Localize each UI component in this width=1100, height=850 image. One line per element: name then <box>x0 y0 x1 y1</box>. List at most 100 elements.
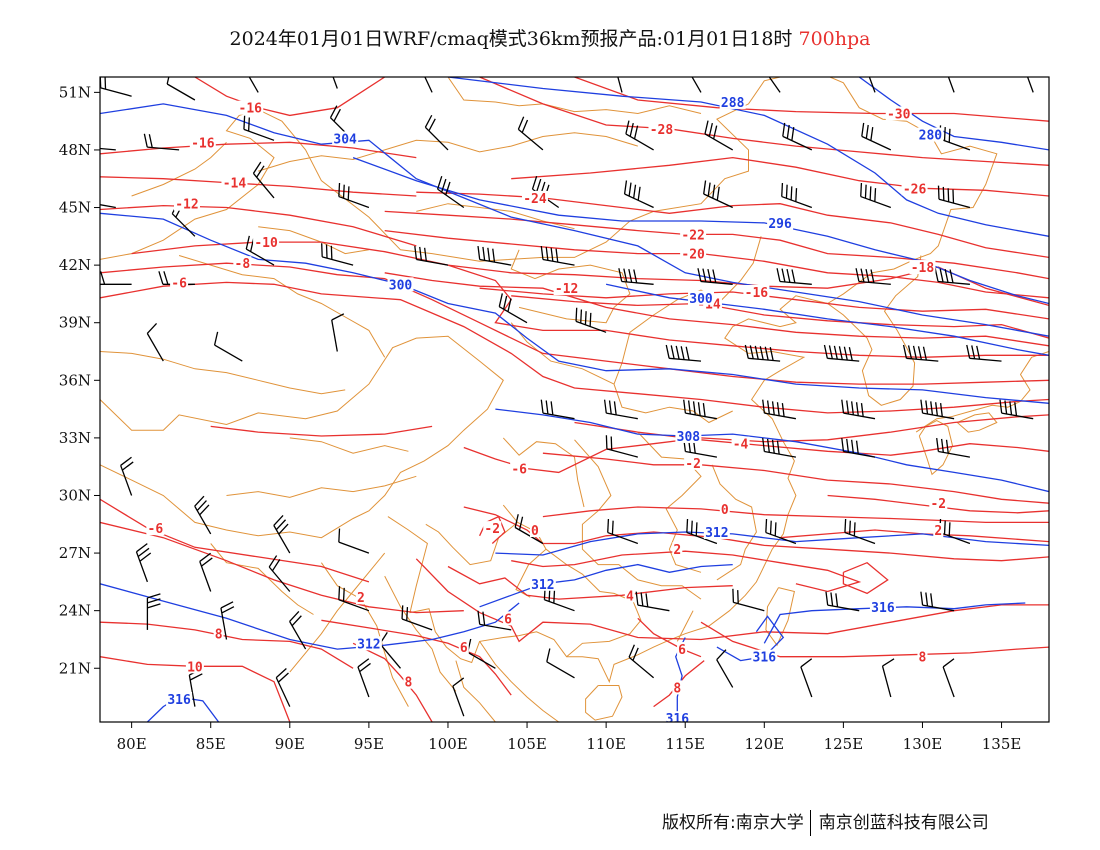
temperature-contour-label-bg <box>213 626 224 641</box>
wind-barb <box>275 667 291 707</box>
temperature-contour-label: 2 <box>673 543 681 558</box>
wind-barb <box>338 586 370 612</box>
height-contour-line <box>100 212 1049 404</box>
temperature-contour-label: -2 <box>930 497 946 512</box>
temperature-contour-label-bg <box>403 674 414 689</box>
wind-barb <box>697 268 733 285</box>
x-tick-label: 120E <box>745 735 785 753</box>
temperature-contour-label: 8 <box>919 651 927 666</box>
temperature-contour-label: -16 <box>745 286 769 301</box>
height-contour-label-bg <box>166 691 193 706</box>
height-contour-label: 280 <box>919 129 943 144</box>
border-line <box>827 255 922 406</box>
x-tick-label: 125E <box>824 735 864 753</box>
temperature-contour-label: 10 <box>187 660 203 675</box>
height-contour-label-bg <box>917 127 944 142</box>
wind-barb <box>762 399 797 420</box>
temperature-contour-label: 8 <box>405 676 413 691</box>
border-line <box>676 610 694 642</box>
wind-barb <box>424 114 449 151</box>
temperature-contour-label: 0 <box>531 524 539 539</box>
wind-barb <box>143 133 180 151</box>
height-contour-line <box>352 156 1049 305</box>
temperature-contour-line <box>100 176 417 197</box>
height-contour-line <box>495 531 1049 556</box>
wind-barb <box>966 344 1002 362</box>
border-line <box>289 552 386 673</box>
wind-barb <box>477 610 512 631</box>
temperature-contour-label: -6 <box>148 522 164 537</box>
temperature-contour-label-bg <box>189 135 216 150</box>
wind-barb <box>417 77 433 93</box>
wind-barb <box>665 344 702 362</box>
height-contour-line <box>479 563 733 608</box>
wind-barb <box>761 77 781 93</box>
title-text: 2024年01月01日WRF/cmaq模式36km预报产品:01月01日18时 <box>229 28 793 50</box>
temperature-contour-label-bg <box>529 523 540 538</box>
temperature-contour-label-bg <box>221 175 248 190</box>
height-contour-label: 308 <box>677 430 701 445</box>
temperature-contour-line <box>463 506 1049 562</box>
wind-barb <box>514 514 544 545</box>
temperature-contour-label-bg <box>743 285 770 299</box>
border-line <box>258 132 638 172</box>
height-contour-label-bg <box>751 649 778 664</box>
wind-barb <box>920 591 955 612</box>
temperature-contour-line <box>447 565 733 600</box>
temperature-contour-label-bg <box>624 588 635 603</box>
height-contour-line <box>447 77 1049 237</box>
x-tick-label: 130E <box>903 735 943 753</box>
temperature-contour-line <box>415 558 1049 643</box>
x-tick-label: 100E <box>428 735 468 753</box>
height-contour-label: 316 <box>666 712 690 727</box>
wind-barb <box>704 120 734 151</box>
temperature-contour-label-bg <box>503 611 514 626</box>
temperature-contour-label: -28 <box>650 123 674 138</box>
wind-barb <box>199 552 213 592</box>
wind-barb <box>338 528 370 554</box>
border-line <box>780 77 998 304</box>
wind-barb <box>618 268 654 285</box>
axis-ticks: 80E 85E 90E 95E 100E 105E 110E 115E 120E 125E 130E… <box>59 83 1022 753</box>
wind-barb <box>762 437 797 458</box>
temperature-contour-label: 0 <box>721 503 729 518</box>
temperature-contour-label-bg <box>146 521 165 536</box>
wind-barb <box>863 77 876 93</box>
temperature-contour-label: -16 <box>239 102 263 117</box>
wind-barb <box>452 677 465 717</box>
wind-barb <box>241 77 259 93</box>
height-contour-label-bg <box>529 576 556 591</box>
temperature-contour-line <box>100 281 1049 414</box>
temperature-contour-label: -12 <box>175 198 198 213</box>
wind-barb <box>289 610 307 650</box>
temperature-contour-label: 6 <box>460 641 468 656</box>
wind-barb <box>540 245 575 266</box>
height-contour-label-bg <box>332 131 359 146</box>
temperature-contour-line <box>100 656 291 722</box>
temperature-contour-label: -18 <box>911 261 935 276</box>
y-tick-label: 48N <box>59 141 91 159</box>
temperature-contour-label: -2 <box>685 457 701 472</box>
temperature-contour-label: -30 <box>887 107 911 122</box>
temperature-contour-label-bg <box>170 275 189 290</box>
temperature-contour-label-bg <box>719 501 730 516</box>
x-tick-label: 105E <box>507 735 547 753</box>
temperature-contour-label-bg <box>933 523 944 538</box>
wind-barb <box>999 399 1034 420</box>
wind-barb <box>844 518 876 545</box>
temperature-contour-label: 6 <box>678 643 686 658</box>
temperature-contour-label-bg <box>680 227 707 242</box>
border-line <box>447 77 702 115</box>
temperature-contour-line <box>542 506 1049 524</box>
temperature-contour-line <box>842 561 889 595</box>
border-line <box>765 587 795 647</box>
border-line <box>131 141 227 197</box>
wind-barb <box>744 344 781 362</box>
border-line <box>100 335 504 539</box>
pressure-level: 700hpa <box>798 28 871 50</box>
height-contour-label: 316 <box>871 601 895 616</box>
temperature-contour-line <box>100 498 370 583</box>
x-tick-label: 90E <box>275 735 305 753</box>
y-tick-label: 42N <box>59 256 91 274</box>
border-line <box>585 685 623 721</box>
